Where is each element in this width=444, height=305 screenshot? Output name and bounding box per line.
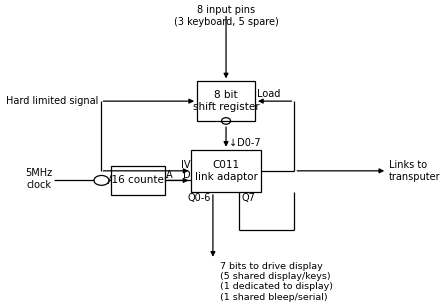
Text: Hard limited signal: Hard limited signal bbox=[6, 96, 99, 106]
Text: /16 counter: /16 counter bbox=[108, 175, 168, 185]
Text: D: D bbox=[182, 170, 190, 180]
Text: ↓D0-7: ↓D0-7 bbox=[229, 138, 261, 148]
Bar bbox=[191, 150, 261, 192]
Text: 8 bit
shift register: 8 bit shift register bbox=[193, 90, 259, 112]
Text: 7 bits to drive display
(5 shared display/keys)
(1 dedicated to display)
(1 shar: 7 bits to drive display (5 shared displa… bbox=[220, 262, 333, 302]
Text: IV: IV bbox=[181, 160, 190, 170]
Text: A: A bbox=[166, 170, 173, 180]
Text: 5MHz
clock: 5MHz clock bbox=[25, 168, 52, 190]
Text: Q0-6: Q0-6 bbox=[188, 193, 211, 203]
Text: 8 input pins
(3 keyboard, 5 spare): 8 input pins (3 keyboard, 5 spare) bbox=[174, 5, 278, 27]
Bar bbox=[111, 166, 165, 195]
Text: Q7: Q7 bbox=[241, 193, 255, 203]
Text: Load: Load bbox=[257, 89, 280, 99]
Bar bbox=[197, 81, 255, 121]
Text: C011
link adaptor: C011 link adaptor bbox=[194, 160, 258, 182]
Text: Links to
transputer: Links to transputer bbox=[389, 160, 440, 182]
